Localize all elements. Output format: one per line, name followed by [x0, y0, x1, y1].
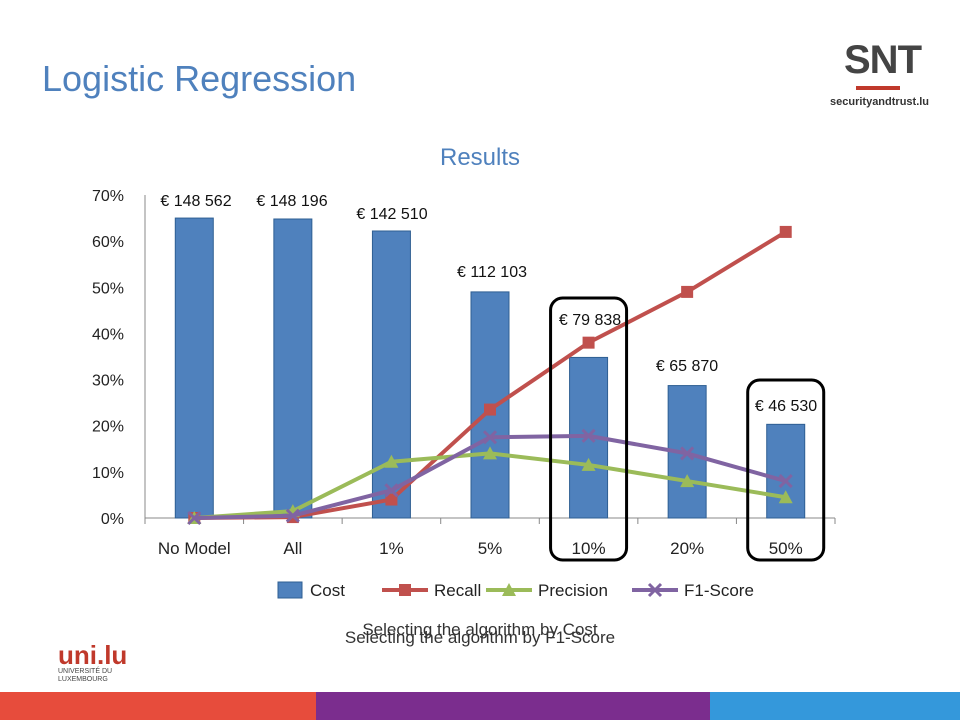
y-tick-label: 60%	[92, 234, 124, 251]
footer-band-blue	[710, 692, 960, 720]
marker-f1	[187, 510, 202, 526]
snt-logo-text: securityandtrust.lu	[830, 96, 930, 108]
legend-marker	[399, 584, 411, 596]
x-tick-label: 10%	[572, 539, 606, 558]
y-tick-label: 0%	[101, 511, 124, 528]
marker-recall	[484, 403, 496, 416]
legend-marker	[502, 583, 516, 596]
legend-label: Recall	[434, 581, 481, 600]
legend-label: F1-Score	[684, 581, 754, 600]
marker-precision	[483, 446, 497, 460]
legend-marker	[647, 582, 663, 598]
legend-swatch-cost	[277, 581, 303, 599]
bar-data-label: € 46 530	[755, 398, 817, 415]
snt-logo-bar	[856, 86, 900, 90]
uni-logo-mark: uni.lu	[58, 640, 128, 670]
bar-data-label: € 142 510	[356, 206, 427, 223]
marker-precision	[384, 454, 399, 468]
x-tick-label: 1%	[379, 539, 404, 558]
bar-cost	[174, 217, 214, 519]
y-tick-label: 30%	[92, 373, 124, 390]
marker-recall	[779, 225, 792, 238]
marker-recall	[385, 493, 398, 506]
slide-title: Logistic Regression	[42, 58, 357, 99]
snt-logo-mark: SNT	[844, 38, 922, 82]
marker-f1	[285, 508, 300, 523]
marker-recall	[681, 285, 694, 298]
snt-logo: SNT securityandtrust.lu	[830, 38, 930, 122]
marker-precision	[778, 490, 793, 504]
marker-precision	[581, 457, 596, 471]
bar-data-label: € 148 196	[256, 193, 327, 210]
highlight-box	[549, 296, 629, 562]
marker-f1	[680, 446, 695, 461]
chart-title: Results	[440, 144, 520, 171]
x-tick-label: 5%	[478, 539, 503, 558]
highlight-box	[746, 378, 826, 562]
bar-data-label: € 112 103	[457, 264, 527, 281]
bar-cost	[273, 218, 313, 519]
y-tick-label: 40%	[92, 326, 124, 343]
uni-logo-text-1: UNIVERSITÉ DU	[58, 668, 113, 675]
bar-data-label: € 65 870	[656, 358, 718, 375]
marker-precision	[680, 474, 695, 488]
footer-band-purple	[316, 692, 710, 720]
marker-f1	[384, 483, 399, 498]
x-tick-label: 50%	[769, 539, 803, 558]
x-tick-label: 20%	[670, 539, 704, 558]
y-tick-label: 70%	[92, 188, 124, 205]
caption-f1: Selecting the algorithm by F1-Score	[344, 628, 616, 647]
bar-data-label: € 148 562	[160, 193, 231, 210]
caption-cost: Selecting the algorithm by Cost	[362, 620, 598, 639]
uni-logo: uni.lu UNIVERSITÉ DU LUXEMBOURG	[58, 642, 138, 690]
marker-f1	[581, 428, 596, 443]
x-tick-label: All	[283, 539, 302, 558]
marker-f1	[482, 430, 498, 445]
bar-data-label: € 79 838	[559, 312, 621, 329]
x-tick-label: No Model	[158, 539, 231, 558]
y-tick-label: 50%	[92, 280, 124, 297]
y-tick-label: 20%	[92, 419, 124, 436]
marker-recall	[582, 336, 595, 349]
bar-cost	[371, 230, 411, 519]
marker-f1	[778, 474, 793, 489]
legend-label: Precision	[538, 581, 608, 600]
bar-cost	[766, 423, 806, 519]
uni-logo-text-2: LUXEMBOURG	[58, 676, 108, 683]
footer-band-red	[0, 692, 316, 720]
legend-label: Cost	[310, 581, 345, 600]
y-tick-label: 10%	[92, 465, 124, 482]
